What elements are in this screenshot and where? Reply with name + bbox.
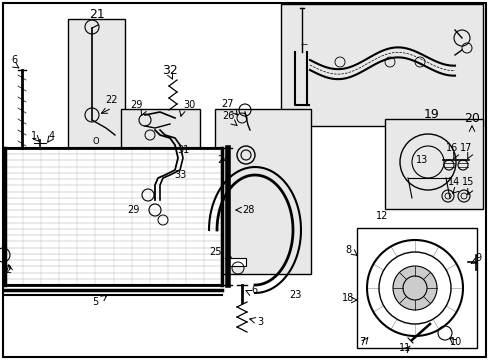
Text: 8: 8: [344, 245, 350, 255]
Text: 21: 21: [89, 8, 104, 21]
Bar: [5, 148, 222, 285]
Bar: [281, 4, 482, 126]
Text: 12: 12: [375, 211, 387, 221]
Text: 17: 17: [459, 143, 471, 153]
Text: 6: 6: [250, 285, 257, 295]
Text: O: O: [93, 138, 99, 147]
Text: 11: 11: [398, 343, 410, 353]
Text: 22: 22: [105, 95, 118, 105]
Text: 31: 31: [177, 145, 189, 155]
Text: 7: 7: [358, 337, 365, 347]
Text: 9: 9: [474, 253, 480, 263]
Text: 4: 4: [49, 131, 55, 141]
Text: 25: 25: [208, 247, 221, 257]
Text: 23: 23: [288, 290, 301, 300]
Text: 33: 33: [174, 170, 186, 180]
Text: 3: 3: [256, 317, 263, 327]
Text: 28: 28: [242, 205, 254, 215]
Text: 10: 10: [449, 337, 461, 347]
Text: 30: 30: [183, 100, 195, 110]
Text: 16: 16: [445, 143, 457, 153]
Text: 13: 13: [415, 155, 427, 165]
Text: 20: 20: [463, 112, 479, 125]
Text: 24: 24: [216, 155, 229, 165]
Text: 6: 6: [11, 55, 17, 65]
Text: 29: 29: [126, 205, 139, 215]
Text: 2: 2: [5, 265, 11, 275]
Text: 5: 5: [92, 297, 98, 307]
Text: 32: 32: [162, 63, 178, 77]
Bar: [356, 228, 476, 348]
Bar: [121, 109, 200, 239]
Text: 26: 26: [222, 111, 234, 121]
Bar: [68, 19, 125, 149]
Circle shape: [392, 266, 436, 310]
Text: 18: 18: [341, 293, 353, 303]
Bar: [215, 109, 310, 274]
Text: 1: 1: [31, 131, 37, 141]
Bar: [227, 258, 245, 266]
Text: 15: 15: [461, 177, 473, 187]
Text: 29: 29: [129, 100, 142, 110]
Text: 14: 14: [447, 177, 459, 187]
Text: ←: ←: [300, 40, 307, 49]
Text: 19: 19: [423, 108, 439, 121]
Text: 27: 27: [221, 99, 234, 109]
Bar: [384, 119, 482, 209]
